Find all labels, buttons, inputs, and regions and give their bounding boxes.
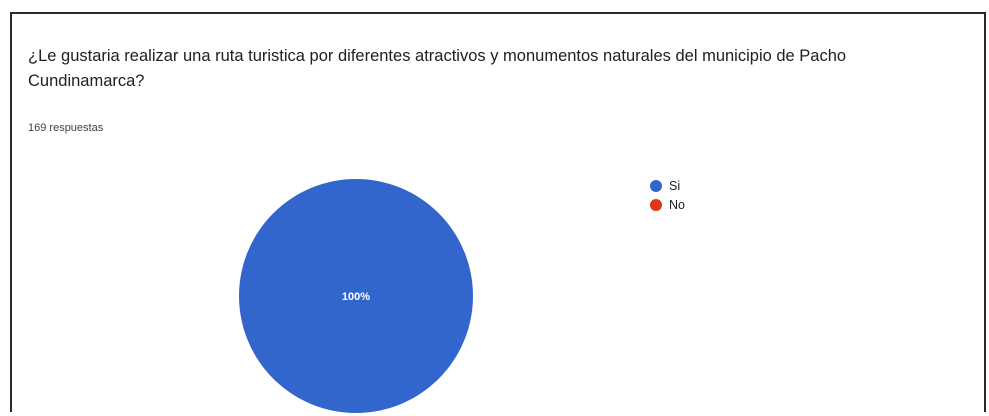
legend-swatch-si bbox=[650, 179, 662, 192]
form-response-card: ¿Le gustaria realizar una ruta turistica… bbox=[10, 12, 986, 413]
legend-label-si: Si bbox=[669, 178, 681, 193]
response-count: 169 respuestas bbox=[28, 122, 104, 134]
pie-slice-label-si: 100% bbox=[342, 291, 370, 303]
legend-label-no: No bbox=[669, 197, 685, 212]
pie-slice-si bbox=[239, 179, 473, 413]
chart-legend: Si No bbox=[650, 176, 685, 214]
question-title: ¿Le gustaria realizar una ruta turistica… bbox=[28, 47, 847, 90]
legend-item-si: Si bbox=[650, 176, 685, 195]
legend-swatch-no bbox=[650, 198, 662, 211]
pie-chart: 100% bbox=[239, 179, 473, 413]
legend-item-no: No bbox=[650, 195, 685, 214]
